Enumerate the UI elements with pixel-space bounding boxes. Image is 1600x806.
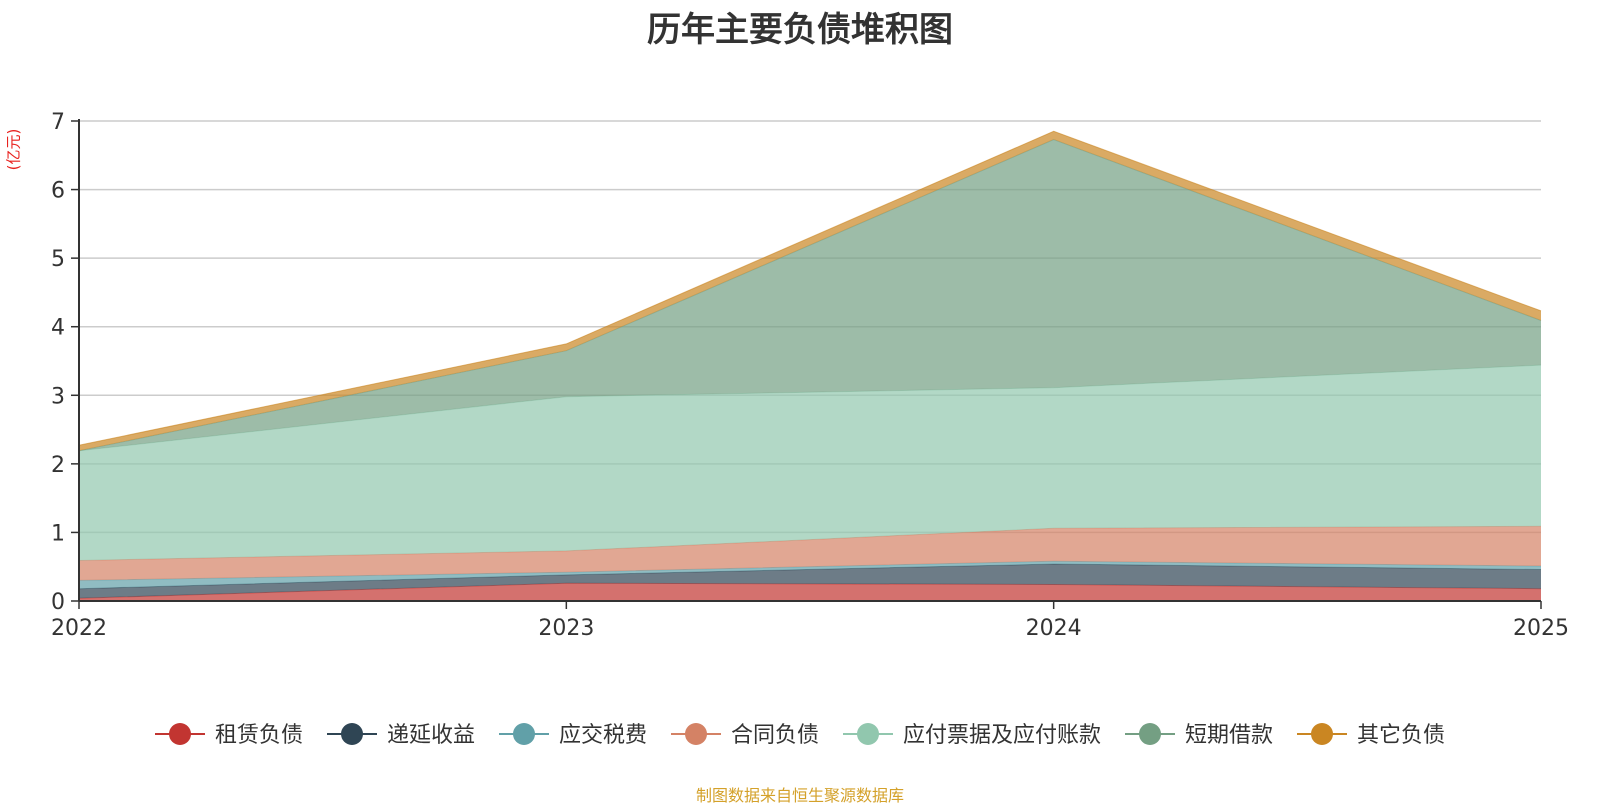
area-合同负债 (79, 526, 1541, 581)
area-租赁负债 (79, 583, 1541, 601)
y-tick-label-2: 2 (51, 453, 65, 478)
legend-marker-应交税费 (513, 723, 535, 745)
y-tick-label-0: 0 (51, 590, 65, 615)
legend-item-租赁负债[interactable]: 租赁负债 (155, 723, 303, 748)
x-tick-label-2022: 2022 (51, 616, 107, 641)
y-tick-label-5: 5 (51, 247, 65, 272)
legend-marker-递延收益 (341, 723, 363, 745)
legend-marker-应付票据及应付账款 (857, 723, 879, 745)
x-tick-label-2023: 2023 (538, 616, 594, 641)
area-短期借款 (79, 139, 1541, 451)
y-tick-label-3: 3 (51, 384, 65, 409)
area-应付票据及应付账款 (79, 365, 1541, 561)
chart-title: 历年主要负债堆积图 (647, 10, 953, 50)
x-tick-label-2024: 2024 (1026, 616, 1082, 641)
y-tick-label-6: 6 (51, 179, 65, 204)
legend-marker-租赁负债 (169, 723, 191, 745)
legend-label-应交税费: 应交税费 (559, 723, 647, 748)
y-tick-label-4: 4 (51, 316, 65, 341)
area-series (78, 130, 1542, 601)
legend-item-应付票据及应付账款[interactable]: 应付票据及应付账款 (843, 723, 1101, 748)
legend-item-其它负债[interactable]: 其它负债 (1297, 723, 1445, 748)
legend-label-租赁负债: 租赁负债 (215, 723, 303, 748)
legend-item-短期借款[interactable]: 短期借款 (1125, 723, 1273, 748)
legend-item-合同负债[interactable]: 合同负债 (671, 723, 819, 748)
legend-item-递延收益[interactable]: 递延收益 (327, 723, 475, 748)
area-其它负债 (79, 131, 1541, 451)
legend-label-应付票据及应付账款: 应付票据及应付账款 (903, 723, 1101, 748)
source-note: 制图数据来自恒生聚源数据库 (695, 786, 904, 805)
legend-label-其它负债: 其它负债 (1357, 723, 1445, 748)
legend-label-短期借款: 短期借款 (1185, 723, 1273, 748)
legend-marker-短期借款 (1139, 723, 1161, 745)
y-tick-label-7: 7 (51, 110, 65, 135)
legend-marker-合同负债 (685, 723, 707, 745)
legend-marker-其它负债 (1311, 723, 1333, 745)
legend-item-应交税费[interactable]: 应交税费 (499, 723, 647, 748)
legend[interactable]: 租赁负债 递延收益 应交税费 合同负债 应付票据及应付账款 短期借款 其它负债 (155, 723, 1445, 748)
y-tick-label-1: 1 (51, 521, 65, 546)
legend-label-合同负债: 合同负债 (731, 723, 819, 748)
legend-label-递延收益: 递延收益 (387, 723, 475, 748)
axes: 0 1 2 3 4 5 6 7 2022 2023 2024 2025 (51, 110, 1569, 641)
area-edge-其它负债 (78, 130, 1542, 446)
x-tick-label-2025: 2025 (1513, 616, 1569, 641)
area-递延收益 (79, 564, 1541, 599)
